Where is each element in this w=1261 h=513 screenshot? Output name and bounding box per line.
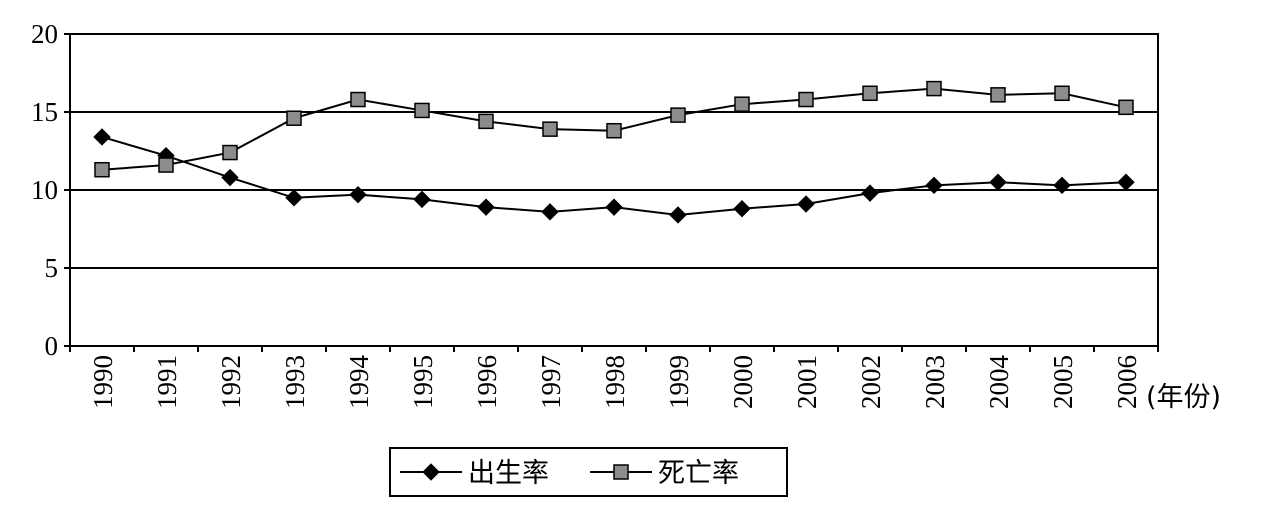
series-2-point xyxy=(990,87,1006,103)
series-2-point xyxy=(798,91,814,108)
x-axis-ticks: 1990 1991 1992 1993 1994 1995 1996 1997 1998 1999… xyxy=(69,346,1159,410)
series-2-point xyxy=(542,121,558,137)
series-layer xyxy=(93,80,1135,224)
x-tick-label: 1992 xyxy=(216,355,246,409)
series-1-point xyxy=(1053,176,1071,195)
series-1-point xyxy=(605,198,623,216)
legend-point xyxy=(422,463,440,481)
legend-label: 出生率 xyxy=(468,458,549,489)
legend-point xyxy=(613,464,629,480)
y-tick-label: 20 xyxy=(31,19,58,49)
series-1-point xyxy=(925,176,943,195)
series-1-point xyxy=(861,184,879,202)
y-tick-label: 0 xyxy=(45,331,59,361)
x-tick-label: 2001 xyxy=(792,355,822,409)
series-1-point xyxy=(477,198,495,216)
legend-item-2: 死亡率 xyxy=(590,458,739,489)
series-1-point xyxy=(733,200,751,218)
legend-item-1: 出生率 xyxy=(400,458,549,489)
x-tick-label: 2005 xyxy=(1048,355,1078,409)
series-2-point xyxy=(606,122,622,139)
x-tick-label: 2006 xyxy=(1112,355,1142,409)
y-axis-ticks: 0 5 10 15 20 xyxy=(31,19,70,361)
x-tick-label: 2000 xyxy=(728,355,758,409)
x-tick-label: 1999 xyxy=(664,355,694,409)
series-2 xyxy=(94,80,1134,178)
series-2-point xyxy=(734,96,750,112)
y-tick-label: 15 xyxy=(31,97,58,127)
series-1-point xyxy=(93,128,111,146)
x-tick-label: 1997 xyxy=(536,355,566,409)
x-tick-label: 1990 xyxy=(88,355,118,409)
y-tick-label: 5 xyxy=(45,253,59,283)
y-tick-label: 10 xyxy=(31,175,58,205)
series-2-point xyxy=(478,113,494,130)
series-2-point xyxy=(670,107,686,123)
series-2-point xyxy=(862,85,878,102)
x-tick-label: 1996 xyxy=(472,355,502,409)
series-1-point xyxy=(541,203,559,221)
series-1-point xyxy=(285,189,303,207)
series-2-point xyxy=(286,110,302,126)
series-1 xyxy=(93,128,1135,224)
x-tick-label: 1991 xyxy=(152,355,182,409)
series-2-point xyxy=(350,91,366,108)
series-1-point xyxy=(669,206,687,224)
x-axis-unit-label: (年份) xyxy=(1146,382,1221,413)
series-2-point xyxy=(926,80,942,97)
series-2-point xyxy=(1118,99,1134,116)
x-tick-label: 1998 xyxy=(600,355,630,409)
series-2-point xyxy=(94,161,110,178)
series-1-point xyxy=(349,185,367,204)
legend-label: 死亡率 xyxy=(658,458,739,489)
x-tick-label: 2003 xyxy=(920,355,950,409)
series-2-point xyxy=(222,144,238,161)
x-tick-label: 1995 xyxy=(408,355,438,409)
series-2-point xyxy=(414,102,430,119)
series-1-point xyxy=(989,173,1007,191)
series-1-point xyxy=(413,190,431,209)
series-2-point xyxy=(1054,85,1070,102)
series-1-point xyxy=(1117,173,1135,191)
series-1-point xyxy=(797,195,815,213)
x-tick-label: 2004 xyxy=(984,355,1014,410)
x-tick-label: 1993 xyxy=(280,355,310,409)
x-tick-label: 2002 xyxy=(856,355,886,409)
series-2-point xyxy=(158,157,174,173)
x-tick-label: 1994 xyxy=(344,355,374,410)
legend: 出生率 死亡率 xyxy=(389,447,788,497)
series-1-point xyxy=(221,168,239,187)
grid-lines xyxy=(70,111,1158,269)
